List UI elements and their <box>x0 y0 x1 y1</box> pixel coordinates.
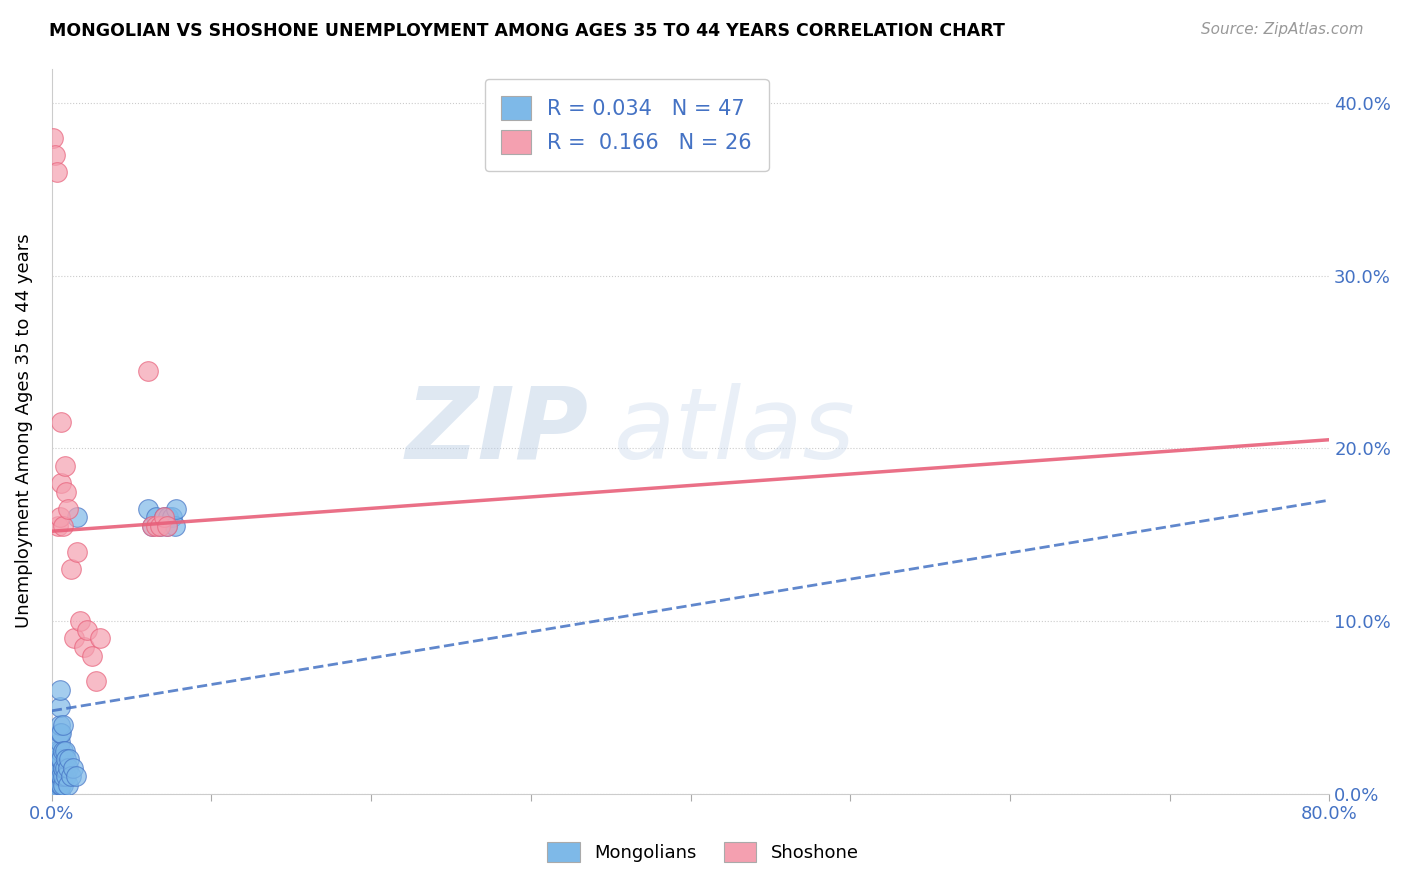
Point <box>45 743 67 757</box>
Text: Source: ZipAtlas.com: Source: ZipAtlas.com <box>1201 22 1364 37</box>
Point <box>59 562 82 576</box>
Point <box>163 519 186 533</box>
Point <box>48 510 70 524</box>
Point <box>48 778 70 792</box>
Point <box>89 632 111 646</box>
Point <box>48 726 70 740</box>
Point <box>145 510 167 524</box>
Point <box>152 510 174 524</box>
Point <box>149 519 172 533</box>
Point <box>48 743 70 757</box>
Point <box>52 743 75 757</box>
Point <box>86 674 108 689</box>
Point <box>73 640 96 654</box>
Point <box>51 769 73 783</box>
Point <box>141 519 163 533</box>
Point <box>55 769 77 783</box>
Point <box>157 510 180 524</box>
Text: MONGOLIAN VS SHOSHONE UNEMPLOYMENT AMONG AGES 35 TO 44 YEARS CORRELATION CHART: MONGOLIAN VS SHOSHONE UNEMPLOYMENT AMONG… <box>49 22 1005 40</box>
Point <box>160 510 183 524</box>
Point <box>145 519 167 533</box>
Point <box>53 743 76 757</box>
Point <box>141 519 163 533</box>
Y-axis label: Unemployment Among Ages 35 to 44 years: Unemployment Among Ages 35 to 44 years <box>15 234 32 628</box>
Point <box>65 769 87 783</box>
Point <box>55 752 77 766</box>
Point <box>45 165 67 179</box>
Point <box>51 475 73 490</box>
Point <box>42 130 65 145</box>
Point <box>45 761 67 775</box>
Point <box>56 761 79 775</box>
Point <box>156 519 179 533</box>
Point <box>56 778 79 792</box>
Point <box>52 761 75 775</box>
Point <box>46 769 69 783</box>
Point <box>48 761 70 775</box>
Legend: R = 0.034   N = 47, R =  0.166   N = 26: R = 0.034 N = 47, R = 0.166 N = 26 <box>485 78 769 170</box>
Point <box>149 519 172 533</box>
Point <box>52 519 75 533</box>
Point <box>165 501 187 516</box>
Point <box>48 752 70 766</box>
Point <box>46 778 69 792</box>
Point <box>66 510 89 524</box>
Point <box>51 726 73 740</box>
Point <box>136 364 159 378</box>
Point <box>69 614 91 628</box>
Point <box>152 510 174 524</box>
Point <box>52 717 75 731</box>
Point <box>48 787 70 801</box>
Point <box>62 761 84 775</box>
Point <box>48 683 70 698</box>
Point <box>48 769 70 783</box>
Point <box>58 752 80 766</box>
Point <box>53 458 76 473</box>
Point <box>52 769 75 783</box>
Point <box>156 519 179 533</box>
Point <box>66 545 89 559</box>
Point <box>48 717 70 731</box>
Point <box>80 648 103 663</box>
Point <box>76 623 98 637</box>
Point <box>48 700 70 714</box>
Point <box>46 519 69 533</box>
Point <box>46 752 69 766</box>
Point <box>136 501 159 516</box>
Point <box>51 416 73 430</box>
Point <box>52 778 75 792</box>
Point <box>56 501 79 516</box>
Point <box>48 735 70 749</box>
Point <box>53 761 76 775</box>
Point <box>59 769 82 783</box>
Point <box>63 632 86 646</box>
Point <box>45 778 67 792</box>
Text: ZIP: ZIP <box>405 383 588 480</box>
Point <box>55 484 77 499</box>
Legend: Mongolians, Shoshone: Mongolians, Shoshone <box>540 835 866 870</box>
Point <box>51 778 73 792</box>
Text: atlas: atlas <box>614 383 855 480</box>
Point <box>51 752 73 766</box>
Point <box>44 148 66 162</box>
